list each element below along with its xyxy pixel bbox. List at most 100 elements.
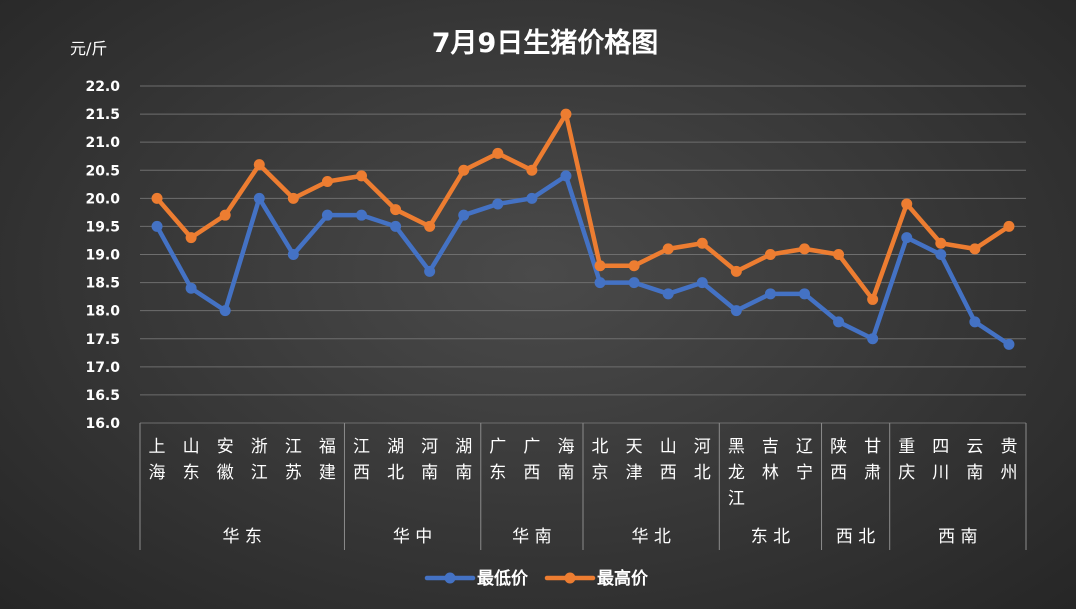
data-point	[287, 192, 299, 204]
y-axis-unit-label: 元/斤	[70, 39, 107, 58]
data-point	[151, 192, 163, 204]
data-point	[662, 288, 674, 300]
chart-title: 7月9日生猪价格图	[432, 28, 659, 59]
x-category-label: 福建	[319, 437, 336, 483]
data-point	[969, 243, 981, 255]
x-group-label: 华 南	[512, 527, 551, 547]
x-category-label: 上海	[149, 437, 166, 483]
data-point	[935, 249, 947, 260]
x-category-label: 江苏	[285, 437, 302, 483]
data-point	[526, 192, 538, 204]
y-tick-label: 16.5	[85, 388, 120, 404]
x-category-label: 浙江	[251, 437, 268, 483]
legend-marker	[444, 572, 456, 584]
data-point	[969, 316, 981, 328]
x-category-label: 甘肃	[864, 437, 881, 483]
data-point	[696, 237, 708, 249]
legend: 最低价 最高价	[424, 568, 649, 589]
data-point	[287, 249, 299, 260]
y-tick-label: 17.0	[85, 360, 120, 376]
x-category-label: 贵州	[1000, 437, 1017, 483]
data-point	[253, 159, 265, 171]
x-category-label: 河南	[421, 437, 438, 483]
data-point	[321, 175, 333, 187]
y-tick-label: 21.0	[85, 135, 120, 151]
data-point	[833, 316, 845, 328]
data-point	[219, 305, 231, 317]
x-group-label: 西 南	[938, 527, 977, 547]
data-point	[764, 288, 776, 300]
series-line	[154, 111, 1012, 302]
data-point	[151, 220, 163, 232]
y-tick-label: 16.0	[85, 416, 120, 432]
data-point	[594, 260, 606, 272]
x-group-label: 东 北	[751, 527, 790, 547]
y-tick-label: 20.0	[85, 191, 120, 207]
legend-marker	[564, 572, 576, 584]
x-category-label: 安徽	[217, 437, 234, 483]
data-point	[1003, 220, 1015, 232]
data-point	[696, 277, 708, 289]
x-category-label: 广东	[489, 437, 506, 483]
x-category-label: 山西	[660, 437, 677, 483]
x-group-label: 华 北	[631, 527, 670, 547]
y-tick-label: 18.5	[85, 276, 120, 292]
data-point	[356, 209, 367, 221]
data-point	[935, 237, 947, 249]
data-point	[867, 333, 879, 345]
x-category-label: 陕西	[830, 437, 847, 483]
x-group-label: 西 北	[836, 527, 875, 547]
data-point	[730, 305, 742, 317]
data-point	[321, 209, 333, 221]
y-tick-label: 17.5	[85, 332, 120, 348]
x-category-label: 重庆	[898, 437, 915, 483]
y-tick-label: 22.0	[85, 79, 120, 95]
y-tick-label: 20.5	[85, 163, 120, 179]
data-point	[185, 232, 197, 244]
y-tick-label: 19.0	[85, 248, 120, 264]
x-category-label: 四川	[932, 437, 949, 483]
y-tick-label: 19.5	[85, 219, 120, 235]
x-category-label: 山东	[183, 437, 200, 483]
data-point	[764, 249, 776, 260]
data-point	[458, 209, 470, 221]
x-category-label: 北京	[592, 437, 609, 483]
data-point	[390, 220, 402, 232]
data-point	[628, 260, 640, 272]
x-category-label: 天津	[626, 437, 643, 483]
data-point	[867, 293, 879, 305]
data-point	[253, 192, 265, 204]
data-point	[628, 277, 640, 289]
y-tick-label: 18.0	[85, 304, 120, 320]
data-point	[1003, 338, 1015, 350]
data-point	[662, 243, 674, 255]
data-point	[219, 209, 231, 221]
x-category-label: 江西	[353, 437, 370, 483]
data-point	[185, 282, 197, 294]
x-category-label: 吉林	[762, 437, 779, 483]
x-category-label: 河北	[694, 437, 711, 483]
series-line	[154, 173, 1012, 347]
x-category-label: 广西	[523, 437, 540, 483]
data-point	[560, 108, 572, 120]
legend-label: 最高价	[597, 568, 649, 589]
x-category-label: 湖南	[455, 437, 472, 483]
x-category-label: 黑龙江	[728, 437, 745, 509]
gridlines	[140, 85, 1026, 424]
data-point	[594, 277, 606, 289]
data-point	[730, 265, 742, 277]
data-point	[833, 249, 845, 260]
x-category-label: 云南	[966, 437, 983, 483]
data-point	[424, 220, 436, 232]
data-point	[526, 164, 538, 176]
x-axis: 上海山东安徽浙江江苏福建江西湖北河南湖南广东广西海南北京天津山西河北黑龙江吉林辽…	[139, 423, 1027, 550]
data-point	[799, 288, 810, 300]
y-axis-ticks: 16.0 16.5 17.0 17.5 18.0 18.5 19.0 19.5 20.0 20.5…	[85, 79, 120, 432]
x-group-label: 华 东	[223, 527, 262, 547]
data-point	[356, 170, 367, 182]
data-point	[492, 198, 504, 210]
data-point	[492, 147, 504, 159]
data-point	[799, 243, 810, 255]
data-point	[560, 170, 572, 182]
